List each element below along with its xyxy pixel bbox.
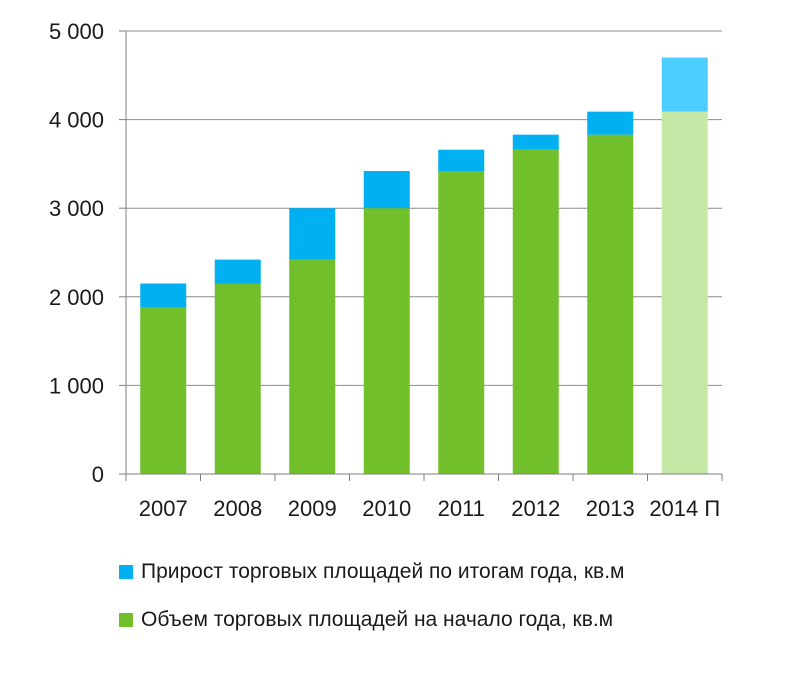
axes [119, 30, 723, 481]
legend-swatch-growth [119, 565, 133, 579]
y-tick-label: 0 [92, 462, 104, 487]
bar-volume [140, 307, 187, 474]
bar-growth [363, 170, 410, 209]
bar-growth [512, 134, 559, 150]
bar-volume [363, 208, 410, 474]
legend-label-growth: Прирост торговых площадей по итогам года… [141, 560, 625, 583]
bar-volume [661, 111, 708, 474]
bar-growth [289, 208, 336, 260]
x-tick-label: 2007 [139, 496, 188, 521]
y-tick-label: 2 000 [49, 285, 104, 310]
bar-growth [587, 111, 634, 135]
x-tick-label: 2010 [362, 496, 411, 521]
x-tick-labels: 2007 2008 2009 2010 2011 2012 2013 2014 П [139, 496, 720, 521]
bar-growth [140, 283, 187, 308]
y-tick-labels: 0 1 000 2 000 3 000 4 000 5 000 [49, 19, 104, 487]
bar-growth [214, 259, 261, 284]
legend-label-volume: Объем торговых площадей на начало года, … [141, 608, 614, 631]
y-tick-label: 3 000 [49, 196, 104, 221]
bar-volume [587, 134, 634, 475]
x-tick-label: 2013 [586, 496, 635, 521]
x-tick-label: 2012 [511, 496, 560, 521]
x-tick-label: 2009 [288, 496, 337, 521]
bar-volume [214, 283, 261, 474]
legend-swatch-volume [119, 613, 133, 627]
y-tick-label: 1 000 [49, 373, 104, 398]
bar-volume [438, 170, 485, 474]
x-tick-label: 2008 [213, 496, 262, 521]
bar-volume [512, 149, 559, 474]
bar-growth [438, 149, 485, 171]
y-tick-label: 4 000 [49, 108, 104, 133]
bar-volume [289, 259, 336, 474]
bars [140, 57, 708, 475]
y-tick-label: 5 000 [49, 19, 104, 44]
legend-item-growth: Прирост торговых площадей по итогам года… [119, 560, 759, 584]
x-tick-label: 2014 П [649, 496, 720, 521]
x-tick-label: 2011 [438, 496, 485, 521]
legend-item-volume: Объем торговых площадей на начало года, … [119, 608, 759, 632]
bar-growth [661, 57, 708, 112]
